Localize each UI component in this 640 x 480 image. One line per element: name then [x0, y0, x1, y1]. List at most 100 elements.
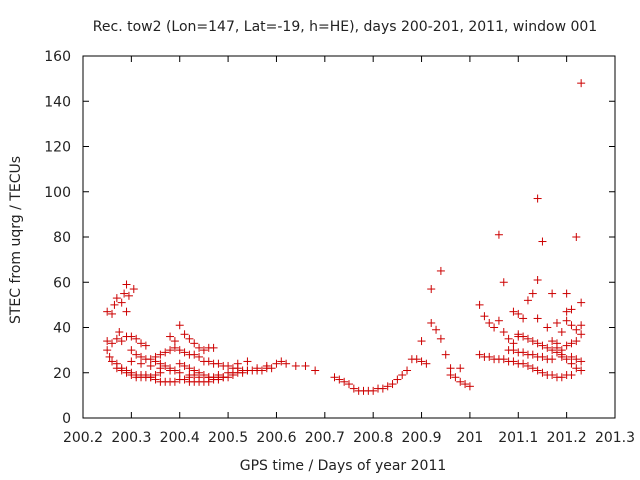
data-point [567, 352, 576, 361]
data-point [567, 359, 576, 368]
data-point [185, 364, 194, 373]
data-point [552, 318, 561, 327]
data-point [528, 289, 537, 298]
x-tick-label: 201.3 [595, 430, 635, 446]
data-point [175, 359, 184, 368]
data-point [552, 343, 561, 352]
data-point [514, 330, 523, 339]
data-point [141, 341, 150, 350]
data-point [204, 357, 213, 366]
data-point [272, 359, 281, 368]
data-point [291, 361, 300, 370]
data-point [253, 364, 262, 373]
data-point [533, 194, 542, 203]
data-point [335, 375, 344, 384]
data-point [233, 359, 242, 368]
data-point [519, 359, 528, 368]
data-point [349, 384, 358, 393]
data-point [137, 339, 146, 348]
data-point [514, 309, 523, 318]
data-point [175, 321, 184, 330]
data-point [485, 352, 494, 361]
data-point [378, 384, 387, 393]
data-point [533, 275, 542, 284]
data-point [112, 364, 121, 373]
data-point [538, 352, 547, 361]
x-axis-label: GPS time / Days of year 2011 [240, 458, 447, 474]
data-point [195, 352, 204, 361]
data-point [427, 285, 436, 294]
data-point [103, 337, 112, 346]
data-point [108, 339, 117, 348]
data-point [509, 307, 518, 316]
data-point [112, 334, 121, 343]
data-point [562, 289, 571, 298]
data-point [572, 325, 581, 334]
data-point [112, 294, 121, 303]
data-point [204, 377, 213, 386]
data-point [209, 343, 218, 352]
data-point [190, 339, 199, 348]
x-tick-label: 200.7 [305, 430, 345, 446]
data-point [127, 346, 136, 355]
data-point [117, 337, 126, 346]
data-point [146, 355, 155, 364]
data-point [117, 298, 126, 307]
data-point [499, 278, 508, 287]
data-point [567, 339, 576, 348]
data-point [499, 328, 508, 337]
data-point [577, 298, 586, 307]
data-point [533, 339, 542, 348]
data-point [120, 289, 129, 298]
data-point [538, 368, 547, 377]
data-point [533, 314, 542, 323]
data-point [543, 343, 552, 352]
data-point [480, 312, 489, 321]
data-point [548, 337, 557, 346]
data-point [543, 323, 552, 332]
data-point [345, 380, 353, 389]
data-point [446, 364, 455, 373]
data-point [383, 382, 392, 391]
data-point [161, 348, 170, 357]
data-point [180, 348, 189, 357]
data-point [572, 337, 581, 346]
data-point [190, 366, 199, 375]
data-point [567, 305, 576, 314]
data-point [282, 359, 291, 368]
data-point [519, 332, 528, 341]
data-point [122, 368, 131, 377]
y-tick-label: 120 [44, 140, 71, 156]
data-point [528, 364, 537, 373]
data-point [523, 296, 532, 305]
data-point [180, 361, 189, 370]
data-point [422, 359, 431, 368]
data-point [137, 352, 146, 361]
data-point [151, 352, 160, 361]
data-point [519, 314, 528, 323]
data-point [412, 355, 421, 364]
x-tick-label: 200.4 [160, 430, 200, 446]
data-point [127, 332, 136, 341]
data-point [110, 300, 119, 309]
data-point [180, 375, 189, 384]
data-point [146, 373, 155, 382]
data-point [509, 339, 518, 348]
data-point [267, 364, 276, 373]
data-point [180, 330, 189, 339]
data-point [393, 375, 402, 384]
data-point [577, 79, 586, 88]
data-point [456, 364, 465, 373]
data-point [485, 318, 494, 327]
data-point [122, 307, 131, 316]
data-point [446, 371, 455, 380]
data-point [490, 323, 499, 332]
data-point [548, 289, 557, 298]
data-point [572, 364, 581, 373]
data-point [427, 318, 436, 327]
data-point [170, 337, 179, 346]
data-point [105, 352, 114, 361]
data-point [146, 361, 155, 370]
data-point [475, 350, 484, 359]
